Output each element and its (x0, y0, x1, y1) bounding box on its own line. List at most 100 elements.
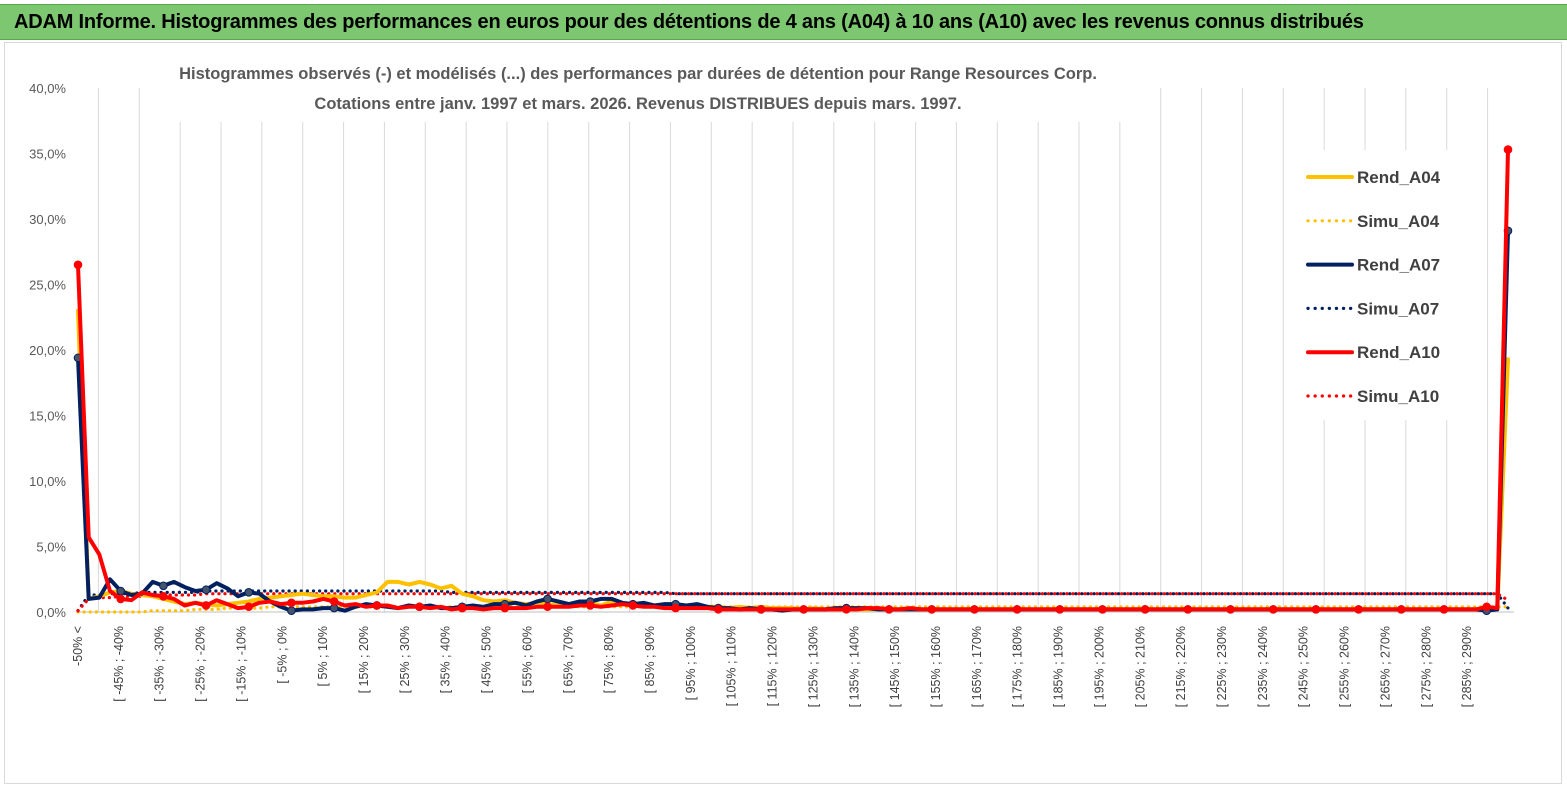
y-axis-ticks: 0,0% 5,0% 10,0% 15,0% 20,0% 25,0% 30,0% 35,0% 40… (29, 81, 66, 620)
x-tick-label: [ 125% ; 130% (806, 626, 820, 707)
data-point (543, 594, 552, 604)
y-tick-label: 35,0% (29, 147, 66, 162)
y-tick-label: 40,0% (29, 81, 66, 96)
x-tick-label: [ 245% ; 250% (1297, 626, 1311, 707)
y-tick-label: 25,0% (29, 278, 66, 293)
data-point (244, 602, 254, 612)
data-point (329, 597, 339, 606)
legend-label: Rend_A10 (1357, 343, 1440, 362)
x-tick-label: [ 115% ; 120% (766, 626, 780, 706)
data-point (713, 605, 723, 614)
x-tick-label: -50% < (71, 626, 85, 666)
x-tick-label: [ -45% ; -40% (112, 626, 126, 702)
x-tick-label: [ 145% ; 150% (888, 626, 902, 707)
x-tick-label: [ 275% ; 280% (1419, 626, 1433, 707)
data-point (500, 603, 510, 613)
x-tick-label: [ 225% ; 230% (1215, 626, 1229, 707)
data-point (842, 605, 851, 614)
y-tick-label: 10,0% (29, 474, 66, 489)
legend-label: Simu_A07 (1357, 299, 1439, 318)
x-tick-label: [ 105% ; 110% (725, 626, 739, 706)
legend-background (1292, 150, 1482, 420)
data-point (970, 605, 979, 614)
y-tick-label: 0,0% (36, 605, 66, 620)
data-point (415, 602, 424, 612)
data-point (585, 601, 595, 610)
chart-subtitle-line-2: Cotations entre janv. 1997 et mars. 2026… (314, 95, 961, 113)
x-tick-label: [ 235% ; 240% (1256, 626, 1270, 707)
x-tick-label: [ 195% ; 200% (1092, 626, 1106, 707)
x-axis-ticks: -50% < [ -45% ; -40% [ -35% ; -30% [ -25% ;… (71, 626, 1474, 707)
data-point (756, 605, 766, 614)
data-point (159, 591, 168, 601)
legend-label: Rend_A04 (1357, 168, 1441, 187)
data-point (116, 594, 125, 604)
x-tick-label: [ 15% ; 20% (357, 626, 371, 693)
x-tick-label: [ 185% ; 190% (1052, 626, 1066, 707)
data-point (671, 603, 680, 613)
series-lines (73, 145, 1513, 615)
data-point (799, 605, 808, 614)
data-point (1439, 605, 1449, 614)
data-point (73, 260, 83, 270)
x-tick-label: [ 75% ; 80% (602, 626, 616, 693)
data-point (1055, 605, 1065, 614)
data-point (1183, 605, 1193, 614)
data-point (1482, 602, 1491, 612)
y-tick-label: 15,0% (29, 409, 66, 424)
data-point (159, 581, 168, 591)
data-point (1098, 605, 1107, 614)
legend: Rend_A04 Simu_A04 Rend_A07 Simu_A07 Rend_A10… (1306, 168, 1441, 406)
data-point (1226, 605, 1235, 614)
x-tick-label: [ 155% ; 160% (929, 626, 943, 707)
data-point (1311, 605, 1321, 614)
data-point (927, 605, 937, 614)
data-point (884, 605, 894, 614)
data-point (1268, 605, 1278, 614)
data-point (116, 586, 125, 596)
x-tick-label: [ 255% ; 260% (1338, 626, 1352, 707)
data-point (1354, 605, 1363, 614)
x-tick-label: [ -15% ; -10% (234, 626, 248, 702)
x-tick-label: [ 85% ; 90% (643, 626, 657, 693)
data-point (543, 602, 552, 612)
x-tick-label: [ 135% ; 140% (847, 626, 861, 707)
data-point (1012, 605, 1022, 614)
subtitle-background (148, 56, 1128, 122)
x-tick-label: [ 65% ; 70% (561, 626, 575, 693)
data-point (287, 606, 296, 615)
legend-label: Simu_A10 (1357, 387, 1439, 406)
x-tick-label: [ 35% ; 40% (439, 626, 453, 693)
x-tick-label: [ 265% ; 270% (1378, 626, 1392, 707)
data-point (1140, 605, 1150, 614)
x-tick-label: [ -5% ; 0% (275, 626, 289, 684)
x-tick-label: [ 45% ; 50% (480, 626, 494, 693)
data-point (1503, 145, 1513, 154)
legend-label: Simu_A04 (1357, 212, 1440, 231)
x-tick-label: [ 55% ; 60% (520, 626, 534, 693)
legend-label: Rend_A07 (1357, 256, 1440, 275)
x-tick-label: [ 5% ; 10% (316, 626, 330, 686)
data-point (628, 601, 638, 610)
x-tick-label: [ 165% ; 170% (970, 626, 984, 707)
x-tick-label: [ 25% ; 30% (398, 626, 412, 693)
x-tick-label: [ 95% ; 100% (684, 626, 698, 700)
data-point (287, 598, 296, 608)
y-tick-label: 30,0% (29, 212, 66, 227)
data-point (201, 601, 211, 610)
data-point (372, 601, 382, 610)
chart-frame (4, 42, 1562, 784)
x-tick-label: [ 285% ; 290% (1460, 626, 1474, 707)
x-tick-label: [ 175% ; 180% (1011, 626, 1025, 707)
data-point (244, 588, 254, 597)
data-point (201, 585, 211, 595)
x-tick-label: [ 205% ; 210% (1133, 626, 1147, 707)
x-tick-label: [ -35% ; -30% (153, 626, 167, 702)
page-title: ADAM Informe. Histogrammes des performan… (0, 4, 1567, 40)
y-tick-label: 5,0% (36, 540, 66, 555)
y-tick-label: 20,0% (29, 343, 66, 358)
data-point (1396, 605, 1406, 614)
data-point (457, 603, 467, 613)
chart-subtitle-line-1: Histogrammes observés (-) et modélisés (… (179, 65, 1097, 83)
